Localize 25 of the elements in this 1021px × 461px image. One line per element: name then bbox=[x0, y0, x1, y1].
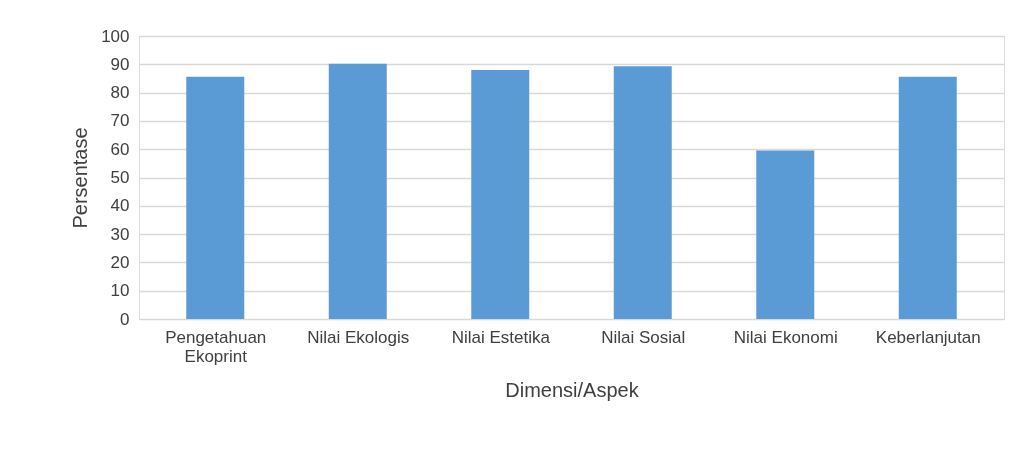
x-tick-label: Nilai Sosial bbox=[601, 327, 686, 347]
x-tick-label: Nilai Ekologis bbox=[307, 327, 410, 347]
bar bbox=[613, 66, 672, 319]
bar bbox=[471, 69, 530, 319]
x-tick-label: Nilai Ekonomi bbox=[733, 327, 838, 347]
x-tick-label: Pengetahuan Ekoprint bbox=[165, 327, 267, 366]
y-axis-title: Persentase bbox=[69, 127, 92, 229]
x-tick-label: Keberlanjutan bbox=[875, 327, 981, 347]
y-tick-label: 70 bbox=[110, 111, 130, 131]
y-tick-label: 30 bbox=[110, 224, 130, 244]
y-tick-label: 90 bbox=[110, 54, 130, 74]
y-tick-label: 80 bbox=[110, 83, 130, 103]
x-tick-label: Nilai Estetika bbox=[451, 327, 551, 347]
y-tick-label: 40 bbox=[110, 196, 130, 216]
y-tick-label: 100 bbox=[101, 26, 130, 46]
x-axis-title: Dimensi/Aspek bbox=[505, 378, 640, 401]
y-tick-label: 10 bbox=[110, 281, 130, 301]
bar bbox=[898, 76, 957, 319]
y-tick-label: 50 bbox=[110, 168, 130, 187]
y-tick-label: 0 bbox=[120, 309, 130, 329]
y-tick-label: 20 bbox=[110, 252, 130, 272]
bar bbox=[756, 150, 815, 319]
bar bbox=[186, 76, 245, 319]
bar bbox=[328, 63, 387, 319]
y-tick-label: 60 bbox=[110, 139, 130, 159]
